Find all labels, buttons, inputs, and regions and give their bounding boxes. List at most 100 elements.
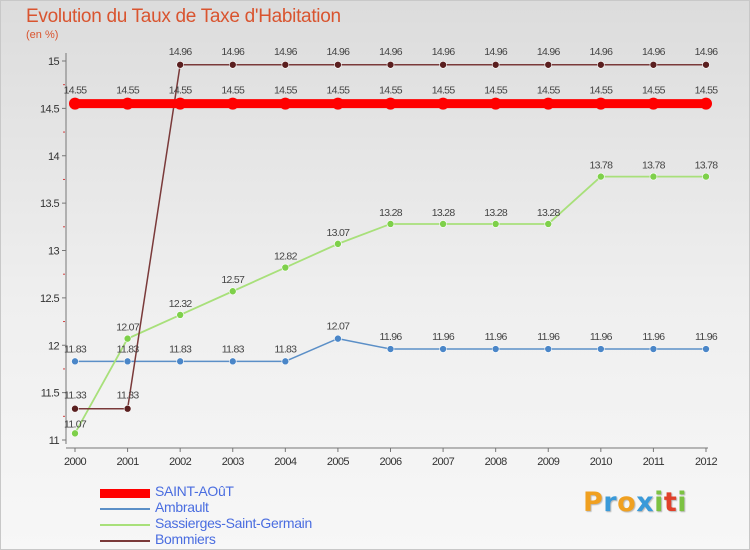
data-point [71, 429, 79, 438]
x-tick-label: 2009 [537, 456, 560, 468]
data-point [334, 60, 342, 69]
data-point [71, 357, 79, 366]
data-point [647, 97, 660, 110]
data-label: 13.28 [484, 207, 508, 219]
x-tick-label: 2006 [379, 456, 402, 468]
data-point [71, 404, 79, 413]
data-label: 13.78 [589, 160, 613, 172]
data-label: 11.96 [380, 331, 403, 343]
data-point [491, 345, 500, 353]
proxiti-logo: Proxiti [583, 487, 687, 518]
data-label: 13.78 [695, 160, 719, 172]
data-point [649, 345, 658, 353]
legend-label: Bommiers [155, 531, 216, 547]
legend: SAINT-AOûT Ambrault Sassierges-Saint-Germa… [100, 483, 400, 549]
data-label: 14.96 [642, 46, 666, 58]
data-label: 12.32 [169, 298, 193, 310]
data-label: 14.55 [537, 85, 561, 97]
legend-swatch [100, 488, 150, 498]
data-label: 14.96 [274, 46, 298, 58]
data-label: 14.55 [642, 85, 666, 97]
data-point [176, 357, 184, 366]
data-point [281, 60, 290, 69]
logo-letter: P [583, 487, 604, 518]
data-label: 13.28 [432, 207, 456, 219]
data-point [334, 334, 342, 343]
y-tick-label: 12 [48, 340, 60, 352]
data-point [489, 97, 502, 110]
data-point [331, 97, 344, 110]
y-tick-label: 11 [49, 435, 60, 447]
data-point [123, 357, 132, 366]
unit-label: (en %) [26, 29, 59, 41]
data-label: 11.96 [485, 331, 508, 343]
data-point [439, 220, 447, 228]
legend-label: Ambrault [155, 499, 209, 515]
data-label: 14.55 [221, 85, 245, 97]
y-tick-label: 13 [48, 246, 60, 258]
data-point [228, 60, 237, 69]
data-label: 12.07 [327, 321, 351, 333]
x-tick-label: 2003 [222, 456, 245, 468]
legend-swatch [100, 540, 150, 542]
data-label: 14.96 [589, 46, 613, 58]
data-point [174, 97, 187, 110]
legend-item: SAINT-AOûT [100, 483, 400, 501]
data-label: 12.07 [116, 322, 140, 334]
data-label: 14.55 [589, 85, 613, 97]
data-label: 14.96 [537, 46, 561, 58]
x-tick-label: 2005 [327, 456, 350, 468]
data-label: 13.28 [537, 207, 561, 219]
x-tick-label: 2010 [590, 456, 613, 468]
data-label: 11.83 [222, 343, 245, 355]
x-tick-label: 2008 [485, 456, 508, 468]
data-label: 14.96 [169, 46, 193, 58]
data-point [386, 60, 395, 69]
data-label: 14.96 [327, 46, 351, 58]
data-label: 13.78 [642, 160, 666, 172]
data-point [702, 60, 710, 69]
x-tick-label: 2000 [64, 456, 87, 468]
y-tick-label: 13.5 [40, 198, 59, 210]
data-label: 14.96 [695, 46, 719, 58]
data-label: 14.96 [432, 46, 456, 58]
data-point [437, 97, 450, 110]
data-label: 14.55 [484, 85, 508, 97]
data-label: 11.83 [64, 343, 87, 355]
data-point [544, 345, 553, 353]
data-label: 13.28 [379, 207, 403, 219]
data-label: 12.82 [274, 251, 298, 263]
data-label: 11.96 [590, 331, 613, 343]
data-point [597, 345, 605, 353]
x-tick-label: 2004 [274, 456, 297, 468]
data-label: 14.96 [484, 46, 508, 58]
y-tick-label: 12.5 [40, 293, 59, 305]
data-label: 14.55 [695, 85, 719, 97]
data-point [281, 357, 290, 366]
data-label: 11.96 [537, 331, 560, 343]
data-label: 11.33 [117, 390, 140, 402]
data-point [702, 172, 710, 181]
data-label: 14.55 [169, 85, 193, 97]
data-point [702, 345, 710, 353]
logo-letter: i [677, 487, 688, 518]
data-point [544, 60, 553, 69]
legend-label: Sassierges-Saint-Germain [155, 515, 312, 531]
legend-swatch [100, 508, 150, 510]
y-tick-label: 14 [48, 151, 60, 163]
data-point [700, 97, 712, 110]
data-point [597, 60, 605, 69]
data-label: 11.96 [642, 331, 665, 343]
y-tick-label: 14.5 [40, 103, 59, 115]
x-tick-label: 2007 [432, 456, 455, 468]
data-point [542, 97, 555, 110]
legend-swatch [100, 524, 150, 526]
legend-item: Sassierges-Saint-Germain [100, 515, 400, 533]
data-label: 11.96 [695, 331, 718, 343]
chart-title: Evolution du Taux de Taxe d'Habitation [26, 6, 341, 27]
data-label: 13.07 [327, 227, 351, 239]
data-point [281, 263, 290, 272]
legend-item: Ambrault [100, 499, 400, 517]
data-label: 14.55 [64, 85, 88, 97]
